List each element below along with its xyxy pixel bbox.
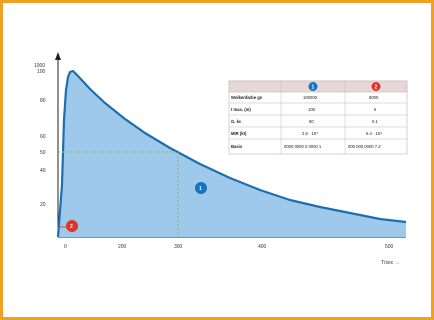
table-cell: 100 bbox=[308, 107, 316, 112]
table-cell: 0000 0000 0 0000 1 bbox=[284, 144, 322, 149]
table-badge-blue: 1 bbox=[308, 82, 318, 91]
table-row-label: Wolkenfarbe gs bbox=[231, 95, 263, 100]
table-cell: 0.1 bbox=[372, 119, 378, 124]
table-header-row bbox=[228, 80, 408, 93]
x-tick-0: 0 bbox=[64, 244, 67, 250]
svg-text:2: 2 bbox=[375, 85, 378, 91]
x-tick-200: 200 bbox=[118, 244, 127, 250]
x-unit-label: T/sec → bbox=[381, 260, 400, 266]
x-tick-400: 400 bbox=[258, 244, 267, 250]
marker-red: 2 bbox=[66, 220, 78, 232]
x-tick-300: 300 bbox=[174, 244, 183, 250]
table-row-label: G. kc bbox=[231, 119, 242, 124]
y-tick-100: 100 bbox=[37, 69, 46, 75]
curve-area bbox=[58, 71, 406, 237]
y-axis-arrow bbox=[55, 52, 61, 60]
table-row-label: MIR (kt) bbox=[231, 131, 247, 136]
svg-text:2: 2 bbox=[70, 224, 73, 230]
y-tick-20: 20 bbox=[40, 202, 46, 208]
table-cell: 000 000 0000 7.2 bbox=[348, 144, 381, 149]
table-cell: 2.5 · 10⁹ bbox=[302, 131, 318, 136]
x-tick-500: 500 bbox=[385, 244, 394, 250]
table-cell: 90 bbox=[309, 119, 314, 124]
table-cell: 8000 bbox=[369, 95, 379, 100]
y-unit-label: 1000 bbox=[34, 63, 45, 69]
y-tick-80: 80 bbox=[40, 98, 46, 104]
decay-curve bbox=[56, 69, 407, 238]
svg-text:1: 1 bbox=[312, 85, 315, 91]
y-tick-60: 60 bbox=[40, 134, 46, 140]
table-badge-red: 2 bbox=[371, 82, 381, 91]
table-cell: 5.4 · 10⁸ bbox=[366, 131, 382, 136]
table-row-label: Basis bbox=[231, 144, 243, 149]
marker-blue: 1 bbox=[195, 182, 207, 194]
table-cell: 5 bbox=[374, 107, 377, 112]
table-cell: 100000 bbox=[303, 95, 318, 100]
y-tick-40: 40 bbox=[40, 168, 46, 174]
svg-text:1: 1 bbox=[199, 186, 202, 192]
table-row-label: t max. (m) bbox=[231, 107, 251, 112]
y-tick-50: 50 bbox=[40, 150, 46, 156]
comparison-table: 1 2 Wolkenfarbe gs 100000 8000 t max. (m… bbox=[228, 80, 408, 155]
